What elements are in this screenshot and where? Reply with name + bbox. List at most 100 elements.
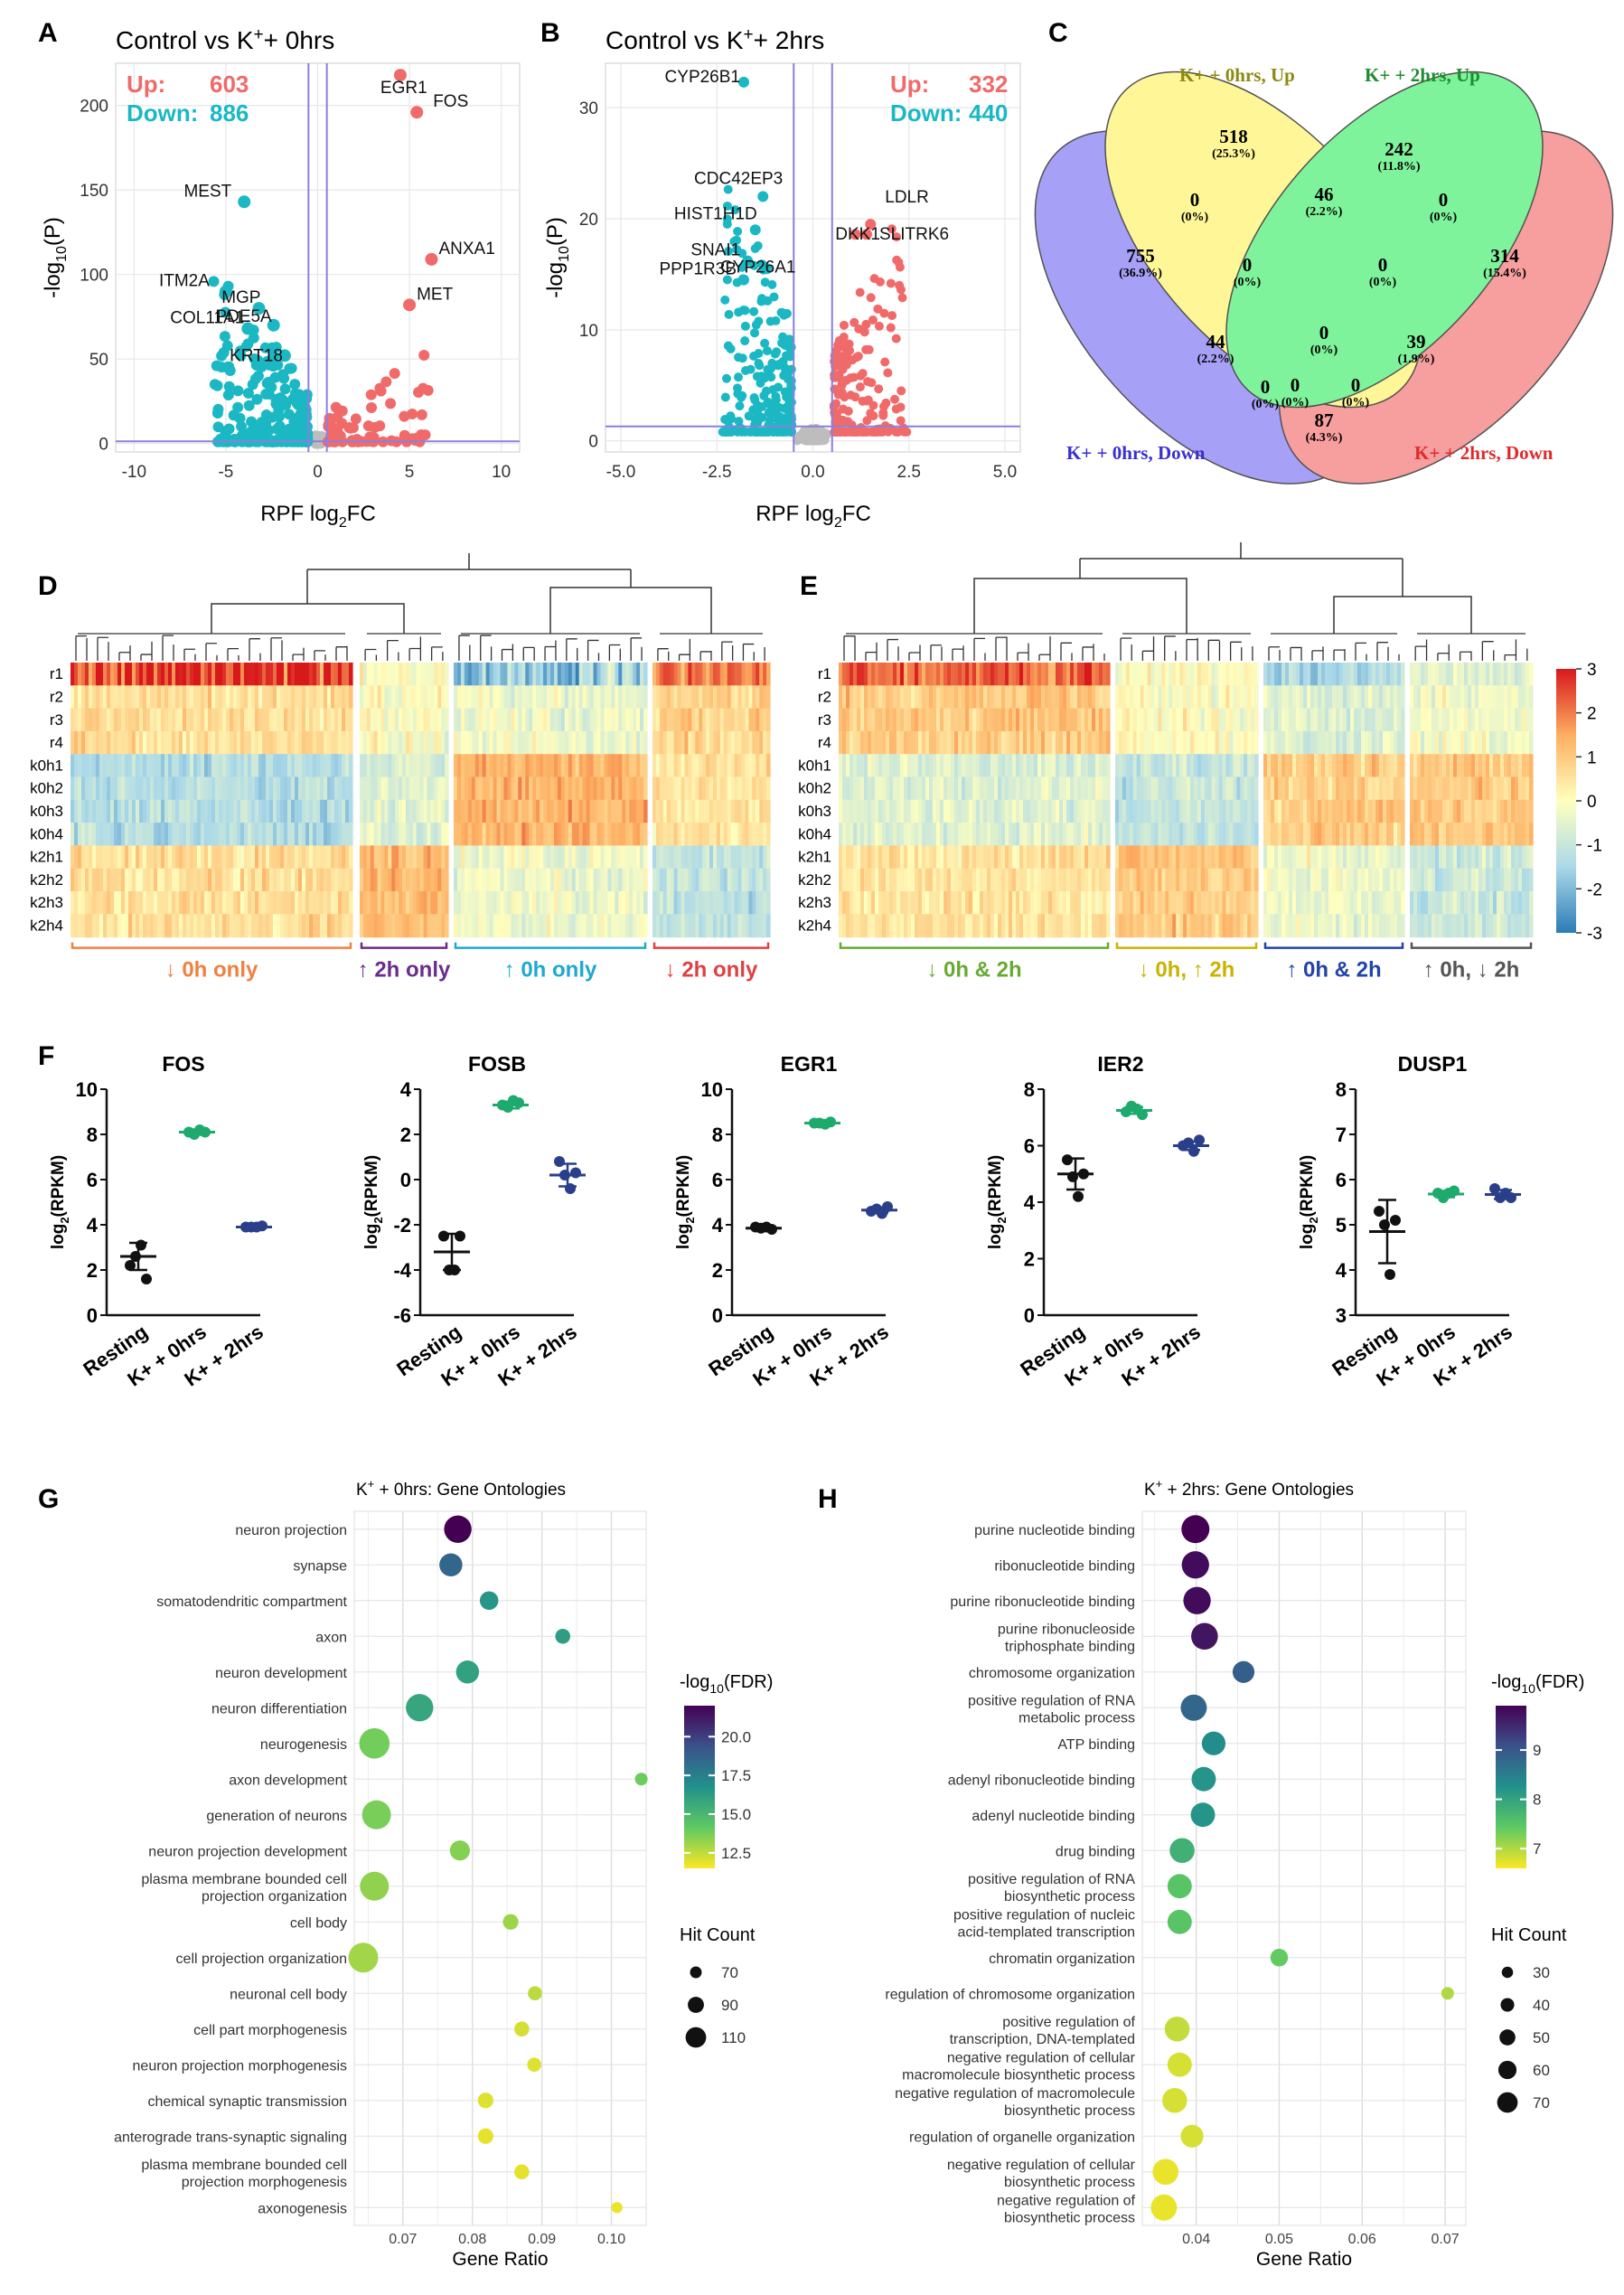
heatmap-cell [1218,914,1224,938]
heatmap-cell [1193,868,1198,892]
heatmap-cell [763,891,767,915]
volcano-point-up [883,427,893,437]
heatmap-cell [691,685,696,710]
heatmap-cell [1218,891,1224,915]
heatmap-cell [922,845,926,870]
heatmap-cell [269,823,274,846]
heatmap-cell [1183,868,1187,892]
heatmap-cell [907,823,912,846]
volcano-point-down [261,378,273,390]
panel-b-up-value: 332 [969,71,1008,98]
heatmap-cell [716,845,721,870]
heatmap-cell [1281,799,1286,823]
volcano-point-up [878,408,888,418]
heatmap-cell [291,799,296,823]
heatmap-cell [1211,754,1216,778]
heatmap-cell [907,708,912,732]
volcano-point-down [251,393,263,405]
heatmap-cell [670,685,675,710]
heatmap-cell [478,776,483,801]
heatmap-cell [716,823,721,846]
heatmap-cell [416,799,421,823]
heatmap-cell [575,868,580,892]
heatmap-cell [1289,730,1293,755]
heatmap-cell [284,823,288,846]
heatmap-cell [915,685,919,710]
heatmap-cell [983,823,988,846]
heatmap-cell [652,868,657,892]
heatmap-cell [1172,685,1177,710]
heatmap-cell [954,845,959,870]
heatmap-cell [1084,776,1089,801]
heatmap-cell [557,776,562,801]
heatmap-row-label: k0h2 [30,780,63,797]
volcano-point-up [863,377,873,387]
heatmap-cell [405,730,410,755]
heatmap-cell [345,730,350,755]
volcano-point-up [406,433,418,445]
heatmap-cell [280,685,285,710]
heatmap-cell [868,845,872,870]
heatmap-cell [179,685,183,710]
heatmap-cell [291,845,296,870]
heatmap-cell [454,685,458,710]
heatmap-cell [1143,914,1149,938]
heatmap-cell [1059,754,1064,778]
heatmap-cell [933,730,937,755]
heatmap-cell [618,776,623,801]
heatmap-cell [839,776,843,801]
heatmap-cell [380,754,386,778]
heatmap-cell [684,754,689,778]
heatmap-cell [320,708,324,732]
heatmap-cell [695,754,699,778]
heatmap-cell [1147,685,1152,710]
heatmap-cell [362,823,368,846]
heatmap-cell [408,663,414,686]
heatmap-cell [338,776,343,801]
heatmap-cell [1165,799,1169,823]
heatmap-cell [370,891,375,915]
heatmap-cell [1251,663,1255,686]
heatmap-cell [226,685,230,710]
heatmap-cell [99,914,104,938]
heatmap-cell [1129,776,1134,801]
heatmap-cell [1129,868,1134,892]
heatmap-cell [922,708,926,732]
heatmap-cell [951,868,955,892]
heatmap-cell [399,754,403,778]
heatmap-cell [699,708,703,732]
volcano-point-labelled [749,224,761,236]
heatmap-cell [962,730,966,755]
heatmap-cell [161,663,165,686]
heatmap-cell [305,799,310,823]
heatmap-cell [540,891,544,915]
heatmap-cell [958,799,962,823]
heatmap-cell [958,708,962,732]
heatmap-cell [615,730,619,755]
volcano-point-down [760,277,770,287]
heatmap-cell [1285,823,1290,846]
heatmap-cell [395,663,399,686]
heatmap-cell [969,914,973,938]
heatmap-cell [1092,891,1096,915]
heatmap-cell [604,754,609,778]
volcano-point-down [722,219,732,229]
heatmap-cell [331,845,335,870]
heatmap-cell [1118,891,1123,915]
heatmap-cell [464,730,469,755]
heatmap-cell [99,708,104,732]
heatmap-cell [197,799,202,823]
heatmap-cell [611,845,615,870]
heatmap-cell [1254,685,1259,710]
heatmap-cell [338,891,343,915]
heatmap-cell [1030,868,1035,892]
heatmap-cell [1019,708,1024,732]
heatmap-cell [575,823,580,846]
heatmap-cell [1274,663,1279,686]
panel-a-title-main: Control vs K [116,26,254,54]
heatmap-cell [857,891,861,915]
heatmap-cell [416,730,421,755]
heatmap-cell [193,663,198,686]
heatmap-cell [629,685,634,710]
heatmap-cell [377,708,382,732]
